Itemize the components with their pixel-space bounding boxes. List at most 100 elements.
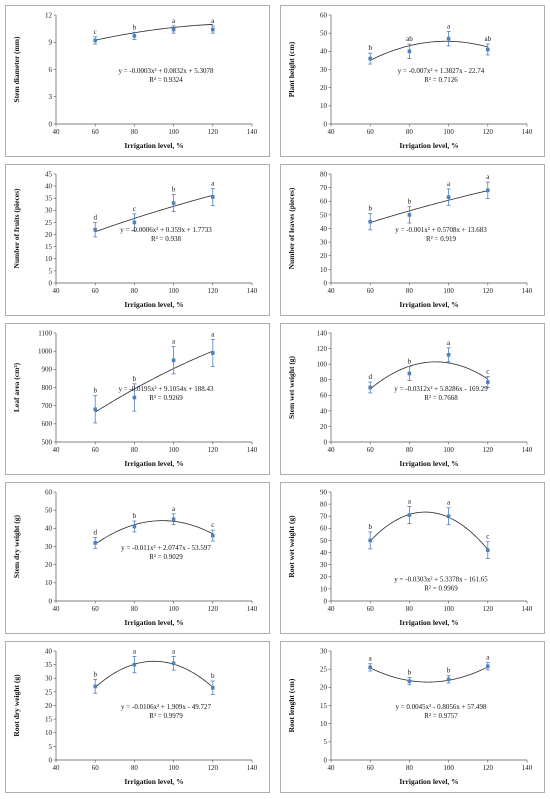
y-tick-label: 12 <box>45 11 53 19</box>
chart-panel-7: 0 10 20 30 40 50 60 40 60 80 100 120 140 Irrigation l… <box>5 482 270 634</box>
y-tick-label: 20 <box>320 252 328 260</box>
x-tick-label: 60 <box>367 287 375 295</box>
y-tick-label: 40 <box>45 183 53 191</box>
x-axis-label: Irrigation level, % <box>124 618 183 627</box>
data-point <box>93 38 97 43</box>
y-tick-label: 80 <box>320 501 328 509</box>
x-tick-label: 120 <box>208 605 219 613</box>
significance-letter: b <box>93 671 97 679</box>
significance-letter: c <box>486 533 489 541</box>
y-tick-label: 70 <box>320 513 328 521</box>
data-point <box>211 533 215 538</box>
significance-letter: d <box>93 528 97 536</box>
x-axis-label: Irrigation level, % <box>124 777 183 786</box>
x-tick-label: 80 <box>406 287 414 295</box>
chart-panel-8: 0 10 20 30 40 50 60 70 80 90 40 60 80 100 120 140 Irriga… <box>280 482 545 634</box>
significance-letter: a <box>447 499 451 507</box>
trend-equation: y = -0.011x² + 2.0747x - 53.597 <box>121 544 211 552</box>
chart-panel-5: 500 600 700 800 900 1000 1100 40 60 80 100 120 140 Ir… <box>5 323 270 475</box>
x-tick-label: 60 <box>92 287 100 295</box>
r-squared: R² = 0.9029 <box>149 553 183 561</box>
significance-letter: b <box>133 512 137 520</box>
significance-letter: b <box>133 375 137 383</box>
data-point <box>446 353 451 357</box>
panel-frame <box>5 641 270 793</box>
significance-letter: b <box>447 667 451 675</box>
r-squared: R² = 0.9757 <box>424 712 458 720</box>
data-point <box>368 538 372 543</box>
data-point <box>407 49 412 54</box>
y-tick-label: 40 <box>320 549 328 557</box>
y-tick-label: 0 <box>49 120 53 128</box>
x-tick-label: 120 <box>483 128 494 136</box>
y-axis-label: Plant height (cm) <box>287 41 296 97</box>
panel-frame <box>5 164 270 316</box>
significance-letter: b <box>408 669 412 677</box>
significance-letter: c <box>486 368 489 376</box>
y-tick-label: 100 <box>317 361 328 369</box>
trend-equation: y = -0.0312x² + 5.8286x - 169.29 <box>394 385 488 393</box>
data-point <box>486 664 490 669</box>
panel-frame <box>280 323 545 475</box>
y-tick-label: 60 <box>45 488 53 496</box>
trend-curve <box>95 23 213 41</box>
y-tick-label: 90 <box>320 488 328 496</box>
significance-letter: a <box>133 647 137 655</box>
y-tick-label: 5 <box>49 267 53 275</box>
chart-panel-6: 0 20 40 60 80 100 120 140 40 60 80 100 120 140 Irrigat… <box>280 323 545 475</box>
x-tick-label: 120 <box>208 128 219 136</box>
x-tick-label: 140 <box>522 446 533 454</box>
trend-curve <box>94 660 214 688</box>
chart-panel-4: 0 10 20 30 40 50 60 70 80 40 60 80 100 120 140 Irrigati… <box>280 164 545 316</box>
x-axis-label: Irrigation level, % <box>124 141 183 150</box>
r-squared: R² = 0.9969 <box>424 584 458 592</box>
data-point <box>446 195 451 199</box>
y-tick-label: 35 <box>45 661 53 669</box>
data-point <box>486 47 490 52</box>
data-point <box>93 407 97 412</box>
x-tick-label: 140 <box>247 446 258 454</box>
x-tick-label: 60 <box>367 128 375 136</box>
significance-letter: a <box>486 173 490 181</box>
significance-letter: b <box>93 387 97 395</box>
x-tick-label: 100 <box>168 446 179 454</box>
x-tick-label: 60 <box>367 446 375 454</box>
y-tick-label: 20 <box>320 684 328 692</box>
trend-curve <box>370 666 488 683</box>
x-tick-label: 80 <box>406 128 414 136</box>
x-tick-label: 120 <box>208 287 219 295</box>
y-tick-label: 1000 <box>38 348 53 356</box>
x-tick-label: 40 <box>328 128 336 136</box>
x-tick-label: 80 <box>406 764 414 772</box>
r-squared: R² = 0.7126 <box>424 76 458 84</box>
y-axis-label: Leaf area (cm²) <box>12 362 21 412</box>
significance-letter: c <box>133 205 136 213</box>
y-tick-label: 0 <box>324 120 328 128</box>
y-tick-label: 15 <box>320 702 328 710</box>
x-tick-label: 80 <box>131 446 139 454</box>
x-tick-label: 80 <box>406 446 414 454</box>
chart-panel-2: 0 10 20 30 40 50 60 40 60 80 100 120 140 Irrigation l… <box>280 5 545 157</box>
y-tick-label: 80 <box>320 376 328 384</box>
y-tick-label: 50 <box>320 537 328 545</box>
x-tick-label: 40 <box>53 128 61 136</box>
x-tick-label: 100 <box>168 605 179 613</box>
significance-letter: a <box>211 330 215 338</box>
x-tick-label: 140 <box>247 764 258 772</box>
trend-equation: y = -0.0195x² + 9.1054x + 188.43 <box>118 385 214 393</box>
r-squared: R² = 0.919 <box>426 235 456 243</box>
x-tick-label: 80 <box>131 128 139 136</box>
significance-letter: d <box>93 213 97 221</box>
significance-letter: b <box>368 44 372 52</box>
y-tick-label: 30 <box>320 239 328 247</box>
trend-equation: y = -0.0003x² + 0.0832x + 5.3078 <box>118 67 214 75</box>
x-tick-label: 140 <box>522 764 533 772</box>
data-point <box>407 371 412 376</box>
data-point <box>407 213 412 217</box>
y-tick-label: 120 <box>317 345 328 353</box>
y-tick-label: 10 <box>45 729 53 737</box>
y-axis-label: Number of fruits (pieces) <box>12 188 21 269</box>
significance-letter: ab <box>484 35 491 43</box>
data-point <box>171 661 176 666</box>
y-tick-label: 30 <box>320 66 328 74</box>
